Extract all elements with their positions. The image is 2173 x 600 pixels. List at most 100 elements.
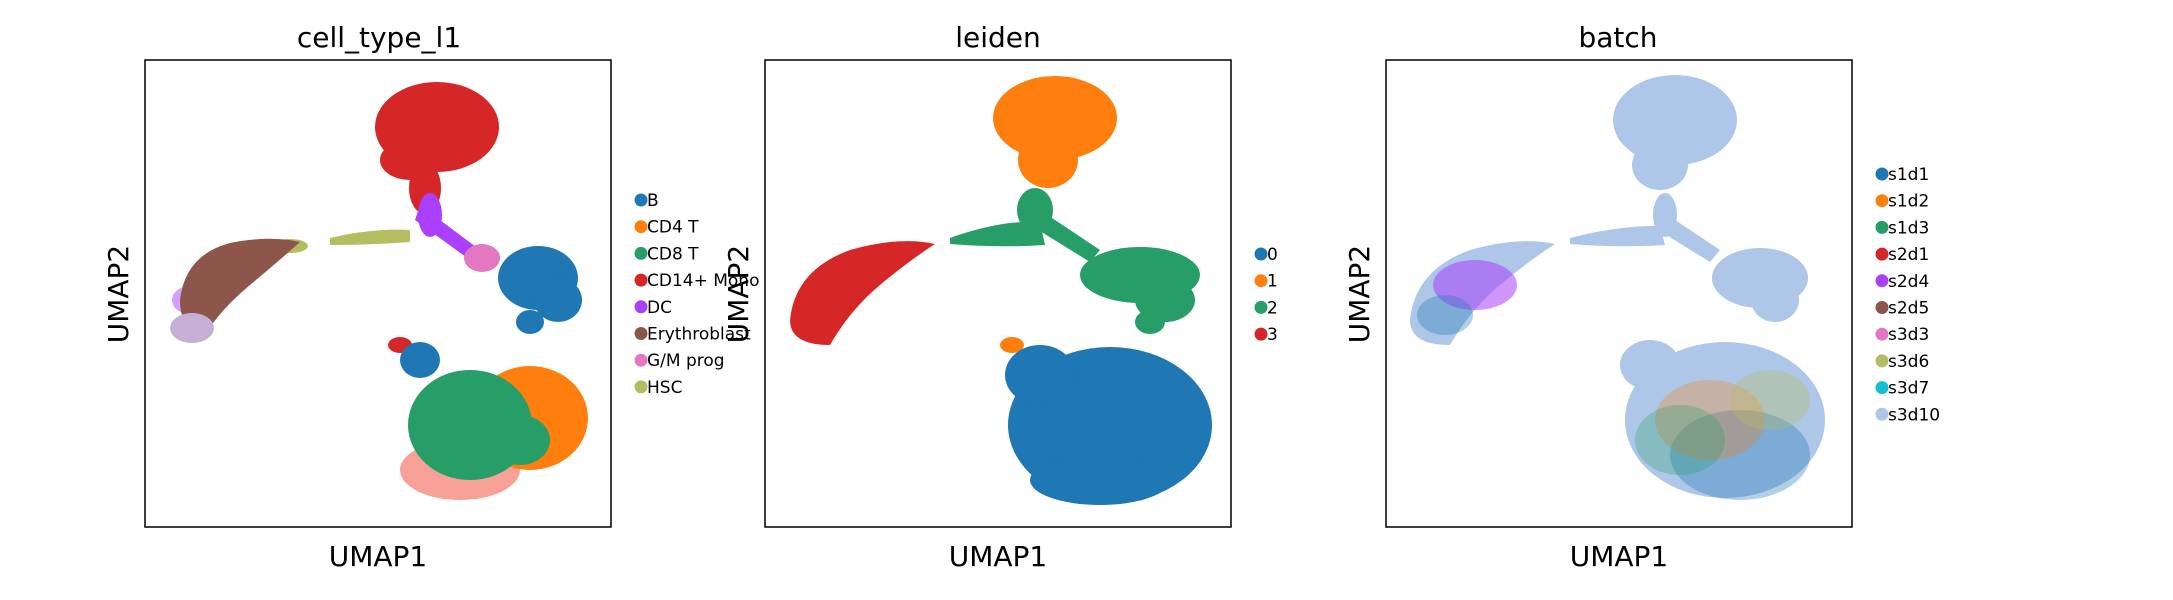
legend-item: 2: [1254, 298, 1278, 318]
legend-marker: [1254, 327, 1268, 341]
legend-item: G/M prog: [634, 351, 725, 371]
batch-s3d6: [1730, 370, 1810, 430]
batch-s1d1: [1417, 295, 1810, 500]
legend-item: s3d6: [1875, 352, 1929, 372]
batch-s2d4: [1433, 260, 1517, 310]
legend-item: s2d1: [1875, 245, 1929, 265]
panel-title: leiden: [955, 21, 1041, 54]
y-axis-label: UMAP2: [102, 245, 135, 344]
legend-marker: [1875, 247, 1889, 261]
legend-marker: [634, 327, 648, 340]
legend-marker: [1875, 301, 1889, 314]
legend-label: Erythroblast: [647, 325, 751, 345]
y-axis-label: UMAP2: [1343, 245, 1376, 344]
legend-item: 1: [1254, 272, 1278, 292]
legend-item: s3d10: [1875, 405, 1940, 425]
legend-item: CD8 T: [634, 244, 699, 264]
legend-marker: [634, 246, 648, 260]
legend-label: s3d6: [1888, 352, 1929, 372]
scatter-points: [170, 82, 588, 500]
legend-label: 2: [1267, 298, 1278, 318]
legend-label: 0: [1267, 245, 1278, 265]
legend-item: s1d2: [1875, 192, 1929, 212]
legend-marker: [634, 193, 648, 207]
legend-item: 0: [1254, 245, 1278, 265]
series-gm-prog: [464, 244, 500, 272]
legend-marker: [634, 300, 648, 314]
series-b-lower: [400, 342, 440, 378]
legend: 0 1 2 3: [1254, 245, 1278, 345]
legend-marker: [1875, 167, 1889, 181]
series-0: [1005, 345, 1212, 505]
legend-marker: [1875, 220, 1889, 234]
legend-item: s2d5: [1875, 299, 1929, 319]
plot-frame: [144, 59, 612, 528]
legend-marker: [634, 220, 648, 234]
series-cd8: [408, 370, 550, 480]
legend-label: s2d1: [1888, 245, 1929, 265]
x-axis-label: UMAP1: [329, 540, 428, 573]
legend-marker: [634, 380, 648, 394]
legend-item: CD14+ Mono: [634, 271, 759, 291]
legend-label: s3d7: [1888, 379, 1929, 399]
legend-label: B: [647, 191, 659, 211]
panel-title: cell_type_l1: [297, 21, 461, 54]
legend-marker: [634, 353, 648, 367]
panel-leiden: leiden UMAP1 UMAP2 0 1 2 3: [722, 21, 1278, 573]
panel-cell-type: cell_type_l1: [102, 21, 759, 573]
legend-item: s2d4: [1875, 272, 1929, 292]
series-1: [993, 76, 1117, 353]
legend: B CD4 T CD8 T CD14+ Mono DC Erythroblast G/M p…: [634, 191, 759, 398]
series-b: [498, 246, 582, 334]
legend-item: 3: [1254, 325, 1278, 345]
series-3: [790, 241, 935, 345]
legend-marker: [1875, 274, 1889, 288]
plot-frame: [764, 59, 1232, 528]
legend-label: HSC: [647, 378, 682, 398]
legend-label: CD8 T: [647, 244, 699, 264]
legend-marker: [1254, 274, 1268, 288]
x-axis-label: UMAP1: [1570, 540, 1669, 573]
legend: s1d1 s1d2 s1d3 s2d1 s2d4 s2d5 s3d3 s3d6 s3d7 s3d1…: [1875, 165, 1940, 425]
legend-item: DC: [634, 298, 672, 318]
legend-item: CD4 T: [634, 218, 699, 238]
series-2: [950, 188, 1200, 334]
plot-frame: [1385, 59, 1853, 528]
legend-marker: [1875, 194, 1889, 208]
legend-label: G/M prog: [647, 351, 725, 371]
legend-marker: [1254, 300, 1268, 314]
legend-marker: [1875, 327, 1889, 341]
series-cd14-mono: [375, 82, 499, 353]
legend-label: CD4 T: [647, 218, 699, 238]
legend-label: s1d3: [1888, 218, 1929, 238]
series-erythroblast-light: [170, 313, 214, 343]
scatter-points: [1410, 75, 1825, 500]
series-erythroblast: [180, 238, 300, 335]
legend-item: Erythroblast: [634, 325, 751, 345]
batch-s1d3: [1635, 405, 1725, 475]
legend-label: s3d10: [1888, 405, 1940, 425]
legend-item: s1d1: [1875, 165, 1929, 185]
legend-label: s1d2: [1888, 192, 1929, 212]
legend-marker: [1254, 247, 1268, 261]
legend-marker: [1875, 354, 1889, 368]
legend-label: s2d5: [1888, 299, 1929, 319]
legend-label: 3: [1267, 325, 1278, 345]
legend-item: HSC: [634, 378, 682, 398]
legend-marker: [634, 273, 648, 287]
legend-label: s1d1: [1888, 165, 1929, 185]
legend-marker: [1875, 381, 1889, 395]
legend-marker: [1875, 407, 1889, 421]
legend-label: s3d3: [1888, 325, 1929, 345]
legend-item: s3d3: [1875, 325, 1929, 345]
y-axis-label: UMAP2: [722, 245, 755, 344]
x-axis-label: UMAP1: [949, 540, 1048, 573]
batch-s1d2: [1655, 380, 1765, 460]
legend-label: DC: [647, 298, 672, 318]
legend-label: 1: [1267, 272, 1278, 292]
panel-title: batch: [1578, 21, 1657, 54]
panel-batch: batch: [1343, 21, 1940, 573]
legend-item: s3d7: [1875, 379, 1929, 399]
legend-item: B: [634, 191, 659, 211]
